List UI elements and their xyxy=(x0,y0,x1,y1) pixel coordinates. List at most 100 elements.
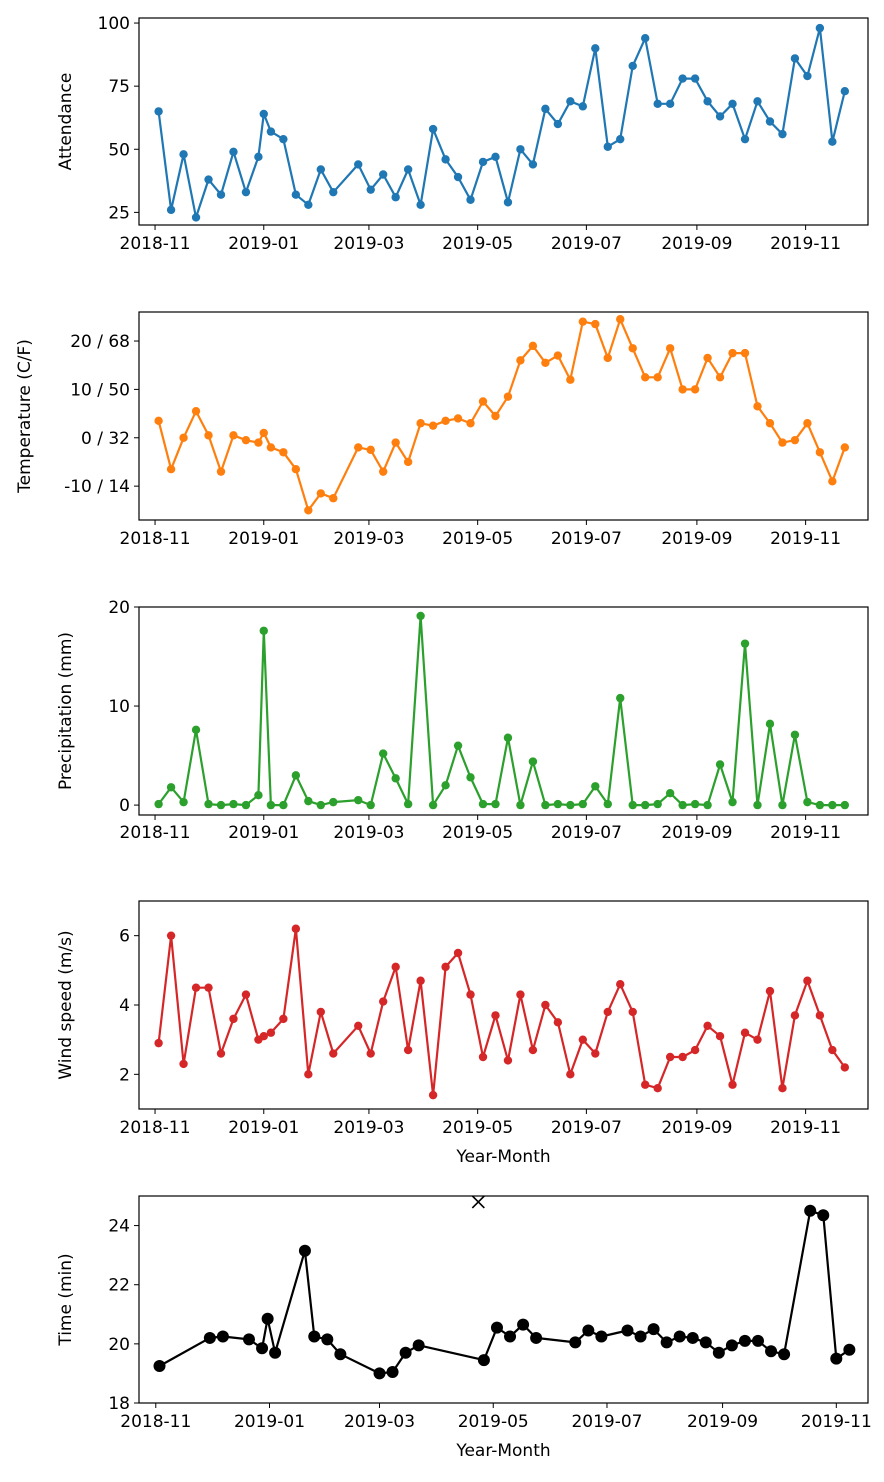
x-tick-label: 2019-11 xyxy=(770,823,841,843)
data-point xyxy=(416,419,425,428)
data-point xyxy=(166,931,176,940)
y-tick-label: 20 / 68 xyxy=(70,332,130,352)
data-point xyxy=(279,134,288,144)
data-point xyxy=(329,797,338,807)
data-point xyxy=(566,800,575,810)
x-tick-label: 2019-09 xyxy=(661,234,732,254)
data-point xyxy=(441,962,450,972)
data-point xyxy=(690,799,700,809)
data-point xyxy=(765,419,775,428)
data-point xyxy=(673,1330,686,1343)
data-point xyxy=(753,1035,762,1044)
chart-panel-3: 0 10 20 2018-11 2019-01 2019-03 2019-05 2019-07… xyxy=(56,598,869,843)
data-point xyxy=(321,1333,334,1346)
data-point xyxy=(616,693,625,703)
data-point xyxy=(166,205,176,215)
data-point xyxy=(528,160,538,169)
data-point xyxy=(715,1032,725,1041)
data-point xyxy=(391,438,400,447)
data-point xyxy=(690,385,700,394)
data-point xyxy=(516,145,525,154)
data-point xyxy=(153,1360,166,1373)
chart-panel-2: -10 / 14 0 / 32 10 / 50 20 / 68 2018-11 2019-… xyxy=(15,311,869,549)
data-point xyxy=(703,97,712,106)
data-point xyxy=(391,193,400,202)
x-tick-label: 2018-11 xyxy=(120,234,191,254)
data-point xyxy=(790,54,800,63)
data-point xyxy=(266,443,276,452)
data-point xyxy=(665,99,675,109)
data-point xyxy=(566,97,575,106)
data-point xyxy=(154,416,163,426)
data-point xyxy=(354,160,363,169)
data-point xyxy=(728,348,737,358)
data-point xyxy=(603,1007,612,1017)
data-point xyxy=(591,44,600,53)
plot-area xyxy=(154,924,850,1100)
data-point xyxy=(778,1084,787,1093)
data-point xyxy=(503,733,513,742)
y-tick-label: 10 xyxy=(108,697,130,717)
data-point xyxy=(712,1346,725,1359)
y-axis-label: Attendance xyxy=(56,73,76,171)
data-point xyxy=(603,353,612,363)
outlier-marker xyxy=(471,1195,485,1209)
data-point xyxy=(715,760,725,769)
data-point xyxy=(815,1011,825,1020)
data-point xyxy=(334,1348,347,1361)
data-point xyxy=(815,448,825,457)
data-point xyxy=(803,419,812,428)
data-point xyxy=(778,800,787,810)
y-tick-label: 6 xyxy=(119,927,130,947)
x-tick-label: 2019-09 xyxy=(661,529,732,549)
data-point xyxy=(641,800,650,810)
data-point xyxy=(751,1334,764,1347)
data-point xyxy=(241,435,251,445)
data-point xyxy=(204,983,213,992)
data-point xyxy=(528,757,538,766)
data-point xyxy=(259,1032,268,1041)
x-axis-label: Year-Month xyxy=(455,1147,550,1167)
data-point xyxy=(366,185,375,194)
data-point xyxy=(616,315,625,324)
data-point xyxy=(815,23,825,33)
y-tick-label: 18 xyxy=(108,1394,130,1414)
data-point xyxy=(354,795,363,805)
data-point xyxy=(453,741,463,750)
data-point xyxy=(441,155,450,164)
data-point xyxy=(154,1038,163,1048)
data-point xyxy=(191,725,201,735)
data-point xyxy=(478,397,488,406)
data-point xyxy=(703,1021,712,1030)
data-point xyxy=(179,797,188,807)
data-point xyxy=(291,771,301,780)
data-point xyxy=(316,165,326,174)
data-point xyxy=(403,1045,413,1055)
data-point xyxy=(553,119,563,129)
data-point xyxy=(259,626,268,635)
data-point xyxy=(653,1084,662,1093)
y-tick-label: 20 xyxy=(108,1335,130,1355)
data-point xyxy=(528,1045,538,1055)
x-tick-label: 2019-05 xyxy=(442,529,513,549)
data-point xyxy=(628,61,637,71)
data-point xyxy=(578,102,588,111)
data-point xyxy=(243,1333,256,1346)
chart-panel-1: 25 50 75 100 2018-11 2019-01 2019-03 2019-05 201… xyxy=(56,14,869,254)
data-point xyxy=(453,414,463,423)
data-point xyxy=(261,1312,274,1325)
x-tick-label: 2019-07 xyxy=(551,823,622,843)
x-tick-label: 2019-07 xyxy=(551,1118,622,1138)
data-point xyxy=(591,319,600,329)
y-axis-label: Precipitation (mm) xyxy=(56,632,76,790)
data-point xyxy=(204,799,213,809)
data-point xyxy=(256,1342,269,1355)
y-tick-label: 22 xyxy=(108,1276,130,1296)
data-point xyxy=(453,948,463,958)
data-point xyxy=(541,104,550,114)
data-point xyxy=(191,213,201,222)
y-tick-label: -10 / 14 xyxy=(64,477,130,497)
data-point xyxy=(516,990,525,999)
data-point xyxy=(279,448,288,457)
series-line xyxy=(157,614,845,807)
